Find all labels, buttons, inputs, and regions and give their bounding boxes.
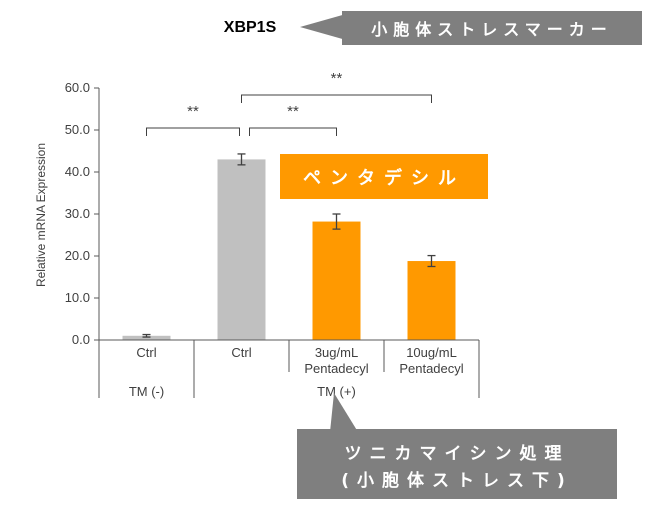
significance-bracket: ** [249, 103, 337, 136]
pentadecyl-box: ペンタデシル [280, 154, 488, 199]
tunicamycin-callout-line2: (小胞体ストレス下) [341, 470, 573, 491]
significance-label: ** [187, 103, 199, 120]
significance-label: ** [287, 103, 299, 120]
tunicamycin-callout: ツニカマイシン処理 (小胞体ストレス下) [297, 393, 617, 499]
category-label: Ctrl [231, 345, 251, 360]
significance-bracket: ** [146, 103, 240, 136]
y-axis-label: Relative mRNA Expression [34, 143, 48, 287]
y-tick-label: 0.0 [72, 332, 90, 347]
bar [217, 159, 266, 340]
significance-brackets: ** ** ** [146, 70, 432, 136]
bar [122, 335, 171, 340]
title-callout: 小胞体ストレスマーカー [300, 11, 642, 45]
y-tick-label: 20.0 [65, 248, 90, 263]
bar [312, 221, 361, 340]
title-callout-text: 小胞体ストレスマーカー [371, 20, 613, 39]
category-label: 10ug/mL Pentadecyl [399, 345, 463, 376]
y-tick-label: 30.0 [65, 206, 90, 221]
bars [122, 159, 456, 340]
error-bars [142, 153, 436, 338]
y-tick-label: 60.0 [65, 80, 90, 95]
x-axis: Ctrl Ctrl 3ug/mL Pentadecyl 10ug/mL Pentadecy… [98, 339, 480, 399]
error-bar [142, 333, 151, 338]
tunicamycin-callout-line1: ツニカマイシン処理 [345, 444, 570, 464]
chart-title: XBP1S [224, 19, 277, 36]
bar [407, 261, 456, 340]
y-tick-label: 10.0 [65, 290, 90, 305]
error-bar [332, 213, 341, 230]
group-label: TM (+) [317, 384, 356, 399]
y-tick-label: 40.0 [65, 164, 90, 179]
category-label: 3ug/mL Pentadecyl [304, 345, 368, 376]
error-bar [427, 254, 436, 268]
error-bar [237, 153, 246, 166]
significance-bracket: ** [241, 70, 432, 103]
category-label: Ctrl [136, 345, 156, 360]
significance-label: ** [331, 70, 343, 87]
pentadecyl-box-text: ペンタデシル [303, 167, 465, 189]
group-label: TM (-) [129, 384, 164, 399]
y-axis: 0.0 10.0 20.0 30.0 40.0 50.0 60.0 [65, 80, 100, 347]
y-tick-label: 50.0 [65, 122, 90, 137]
